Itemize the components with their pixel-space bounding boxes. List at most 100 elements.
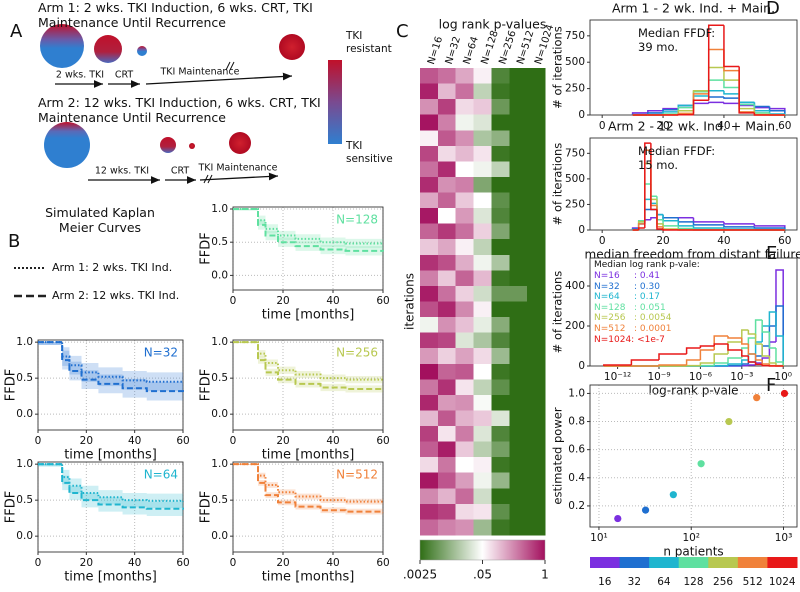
- histogram-bin: [747, 337, 756, 348]
- heatmap-cell: [473, 285, 492, 302]
- y-tick-label: 1.0: [568, 387, 585, 399]
- heatmap-cell: [420, 68, 439, 84]
- heatmap-cell: [437, 114, 457, 131]
- heatmap-cell: [491, 426, 510, 442]
- heatmap-cell: [455, 410, 474, 427]
- histogram-bin: [727, 344, 742, 351]
- histogram-bin: [650, 216, 657, 220]
- heatmap-cell: [491, 301, 510, 318]
- survival-curve: [38, 463, 184, 510]
- annotation-line: N=128 : 0.051: [594, 302, 666, 313]
- y-tick-label: 1.0: [16, 336, 33, 348]
- heatmap-cell: [509, 410, 528, 427]
- series-label: N=64: [144, 468, 178, 482]
- heatmap-cell: [527, 176, 546, 193]
- heatmap-cell: [473, 145, 492, 162]
- heatmap-cell: [509, 192, 528, 209]
- confidence-band: [233, 464, 383, 516]
- heatmap-cell: [437, 223, 457, 240]
- histogram-bin: [713, 335, 728, 350]
- heatmap-cell: [420, 145, 439, 162]
- x-tick-label: 40: [326, 295, 339, 307]
- heatmap-cell: [455, 192, 474, 209]
- histogram-bin: [650, 143, 657, 211]
- heatmap-cell: [491, 348, 510, 365]
- plot-frame: [589, 384, 798, 528]
- panel-label: F: [766, 375, 776, 396]
- histogram-bin: [768, 332, 776, 349]
- tumor-circle: [160, 137, 176, 153]
- histogram-bin: [768, 106, 786, 115]
- histogram-bin: [761, 345, 770, 356]
- x-tick-label: 40: [128, 557, 141, 569]
- heatmap-cell: [527, 114, 546, 131]
- heatmap-cell: [473, 394, 492, 411]
- heatmap-cell: [527, 488, 546, 505]
- colorbar: [419, 539, 546, 561]
- annotation-title: Median log rank p-vale:: [594, 260, 700, 270]
- histogram-bin: [692, 221, 724, 226]
- histogram-bin: [707, 101, 724, 104]
- confidence-band: [38, 342, 183, 402]
- heatmap-cell: [509, 519, 528, 536]
- heatmap-cell: [437, 503, 457, 520]
- histogram-bin: [692, 102, 709, 106]
- heatmap-cell: [455, 457, 474, 474]
- y-tick-label: 0: [578, 360, 585, 372]
- colorbar-tick-label: 1024: [769, 576, 796, 588]
- heatmap-cell: [491, 130, 510, 147]
- heatmap-cell: [420, 457, 439, 474]
- histogram-bin: [738, 66, 755, 114]
- heatmap-cell: [509, 363, 528, 380]
- heatmap-cell: [509, 208, 528, 224]
- heatmap-cell: [437, 394, 457, 411]
- heatmap-cell: [509, 239, 528, 256]
- histogram-bin: [707, 24, 724, 101]
- heatmap-cell: [527, 301, 546, 318]
- x-tick-label: 0: [599, 235, 606, 247]
- y-axis-label: # of iterations: [551, 143, 565, 226]
- heatmap-cell: [420, 394, 439, 411]
- step-label: 2 wks. TKI: [56, 70, 104, 81]
- heatmap-cell: [455, 223, 474, 240]
- histogram-bin: [707, 66, 724, 91]
- histogram-bin: [644, 183, 651, 221]
- tumor-circle: [229, 132, 251, 154]
- resistance-colorbar: [328, 60, 342, 144]
- histogram-bin: [754, 362, 763, 366]
- x-axis-label: log-rank p-vale: [648, 384, 738, 398]
- heatmap-cell: [420, 441, 439, 458]
- heatmap-cell: [491, 239, 510, 256]
- heatmap-cell: [473, 519, 492, 536]
- y-tick-label: 1.0: [16, 458, 33, 470]
- colorbar-label: TKI sensitive: [346, 140, 393, 165]
- histogram-bin: [761, 344, 770, 357]
- plot-frame: [232, 461, 384, 553]
- heatmap-cell: [473, 503, 492, 520]
- heatmap-cell: [491, 254, 510, 271]
- heatmap-cell: [509, 176, 528, 193]
- histogram-bin: [754, 355, 763, 362]
- annotation-line: N=16 : 0.41: [594, 271, 660, 281]
- panel-label: D: [766, 0, 780, 19]
- heatmap-cell: [509, 83, 528, 100]
- histogram-bin: [747, 364, 756, 366]
- colorbar-swatch: [767, 557, 798, 568]
- histogram-bin: [738, 93, 755, 104]
- colorbar-label: TKI resistant: [346, 30, 392, 55]
- confidence-band: [38, 464, 183, 517]
- histogram-bin: [775, 312, 784, 366]
- histogram-bin: [685, 359, 701, 365]
- histogram-bin: [692, 225, 724, 229]
- heatmap-cell: [509, 379, 528, 396]
- x-tick-label: 10⁻³: [730, 371, 753, 383]
- heatmap-cell: [509, 68, 528, 84]
- histogram-bin: [699, 362, 715, 366]
- heatmap-cell: [455, 488, 474, 505]
- histogram-bin: [662, 228, 679, 231]
- histogram-bin: [723, 227, 755, 230]
- y-tick-label: 0.0: [16, 408, 33, 420]
- histogram-bin: [644, 162, 651, 222]
- x-tick-label: 10⁻⁹: [647, 371, 670, 383]
